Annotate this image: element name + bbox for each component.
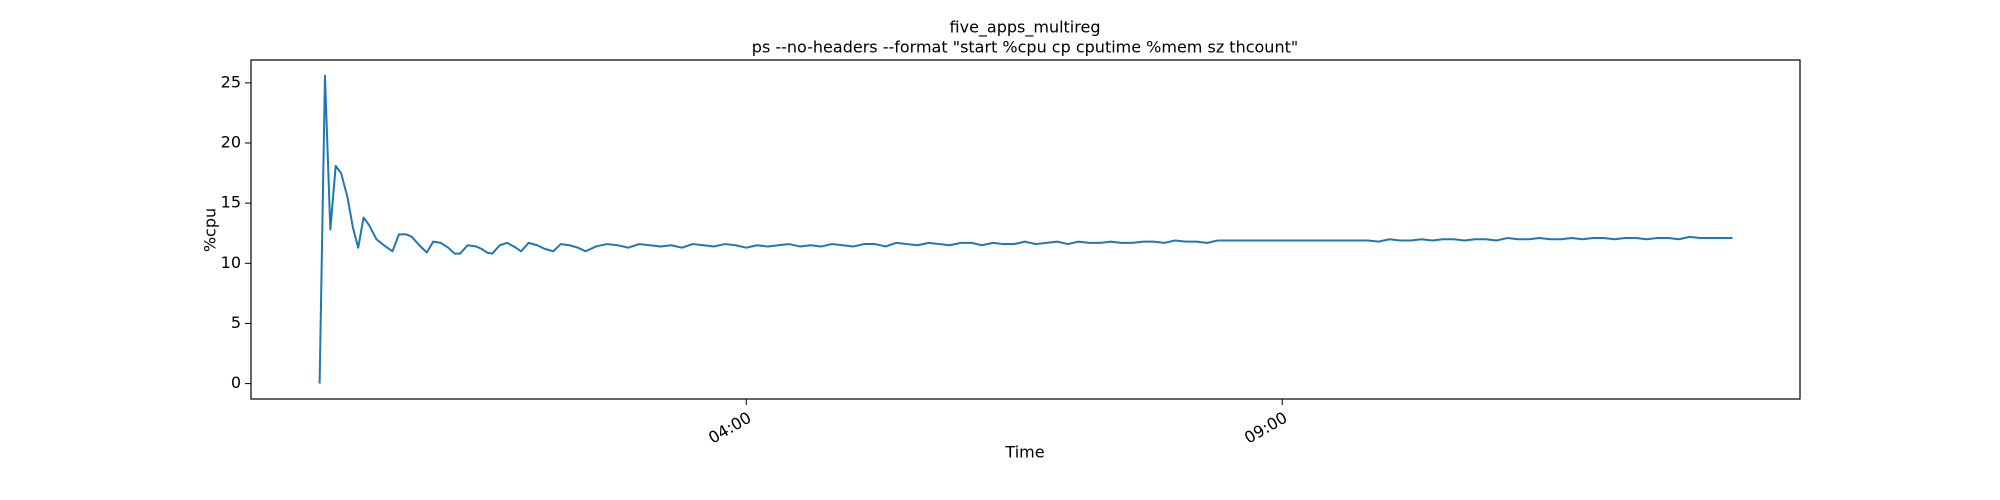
chart-subtitle: ps --no-headers --format "start %cpu cp …	[752, 38, 1298, 57]
y-tick-label: 5	[231, 313, 241, 332]
x-tick-label: 09:00	[1241, 408, 1290, 448]
y-tick-label: 20	[221, 133, 241, 152]
x-tick-label: 04:00	[705, 408, 754, 448]
y-tick-label: 0	[231, 373, 241, 392]
y-tick-label: 15	[221, 193, 241, 212]
y-tick-label: 10	[221, 253, 241, 272]
y-tick-label: 25	[221, 72, 241, 91]
chart-title: five_apps_multireg	[950, 18, 1101, 38]
plot-frame	[250, 59, 1801, 400]
y-axis-label: %cpu	[201, 208, 220, 252]
x-axis-label: Time	[1004, 443, 1044, 462]
data-line	[318, 74, 1733, 384]
